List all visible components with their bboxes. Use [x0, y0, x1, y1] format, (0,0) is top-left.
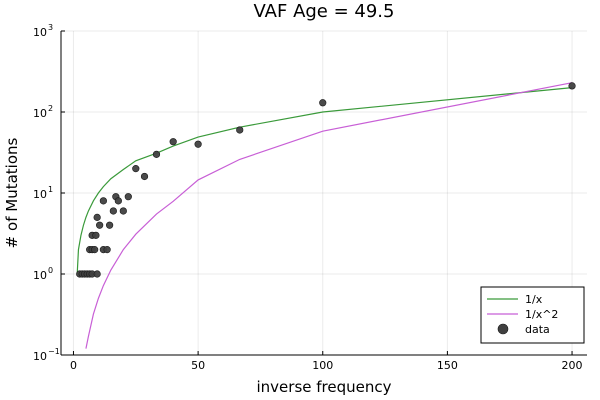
chart-title: VAF Age = 49.5 [254, 1, 395, 22]
axes [60, 30, 587, 356]
data-point [103, 246, 111, 254]
legend-swatch-data [497, 323, 509, 335]
data-point [169, 138, 177, 146]
series-line-inverse-x [76, 87, 573, 275]
x-tick-label: 0 [70, 359, 77, 372]
data-point [152, 150, 161, 158]
x-tick-labels: 0 50 100 150 200 [70, 359, 583, 372]
y-tick-label: 10 [33, 269, 47, 282]
data-point [119, 207, 127, 215]
data-point [319, 99, 327, 107]
x-tick-label: 200 [562, 359, 583, 372]
data-point [92, 231, 100, 239]
data-point [93, 270, 101, 278]
legend-label-1x2: 1/x^2 [525, 308, 558, 321]
legend-label-1x: 1/x [525, 293, 543, 306]
data-point [91, 246, 99, 254]
data-points [76, 82, 576, 278]
x-tick-label: 100 [312, 359, 333, 372]
y-tick-exponent: 1 [48, 185, 53, 194]
data-point [106, 221, 114, 229]
y-tick-label: 10 [33, 350, 47, 363]
y-axis-label: # of Mutations [3, 138, 21, 249]
y-tick-label: 10 [33, 107, 47, 120]
x-tick-label: 50 [191, 359, 205, 372]
legend: 1/x 1/x^2 data [480, 286, 585, 344]
x-axis-label: inverse frequency [257, 378, 392, 396]
data-point [140, 172, 149, 181]
y-tick-exponent: 2 [48, 104, 53, 113]
data-point [114, 197, 122, 205]
y-tick-label: 10 [33, 188, 47, 201]
legend-label-data: data [525, 323, 550, 336]
data-point [124, 193, 132, 201]
data-point [99, 197, 107, 205]
legend-box [480, 286, 585, 344]
data-point [194, 140, 202, 148]
data-point [236, 126, 244, 134]
y-tick-exponent: 3 [48, 23, 53, 32]
y-tick-exponent: 0 [48, 266, 53, 275]
data-point [568, 82, 576, 90]
data-point [93, 213, 101, 221]
data-point [96, 221, 104, 229]
y-tick-exponent: −1 [48, 347, 60, 356]
series-lines [76, 82, 573, 349]
x-tick-label: 150 [437, 359, 458, 372]
data-point [132, 165, 140, 173]
y-tick-label: 10 [33, 26, 47, 39]
data-point [109, 207, 117, 215]
series-line-inverse-x-squared [85, 82, 573, 349]
